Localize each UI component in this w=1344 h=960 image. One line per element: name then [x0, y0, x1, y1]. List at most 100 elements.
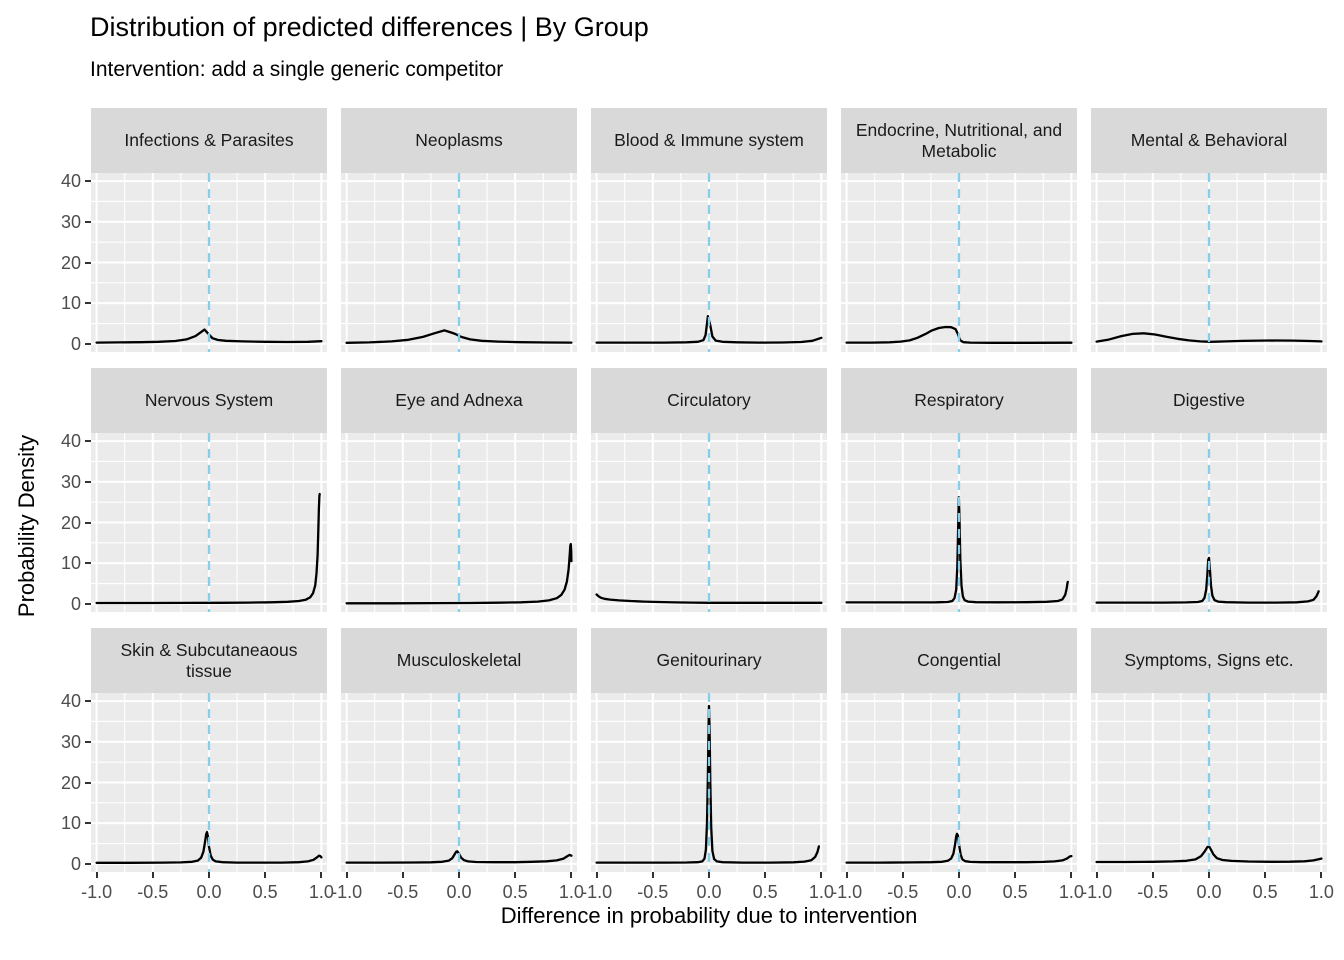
facet-strip: Infections & Parasites: [91, 108, 327, 173]
y-axis-tick-label: 0: [70, 853, 81, 874]
density-plot: [591, 173, 827, 352]
facet-strip-label: Genitourinary: [656, 650, 762, 670]
y-axis-tick-mark: [85, 180, 91, 183]
facet-strip-label: Congential: [917, 650, 1001, 670]
facet-strip: Eye and Adnexa: [341, 368, 577, 433]
facet-panel: [591, 693, 827, 872]
y-axis-tick-mark: [85, 480, 91, 483]
y-axis-tick-mark: [85, 781, 91, 784]
x-axis-tick-label: 0.0: [196, 882, 222, 902]
x-axis-tick-label: 0.0: [1196, 882, 1222, 902]
density-curve: [1095, 332, 1323, 343]
density-curve: [1095, 845, 1323, 864]
x-axis-tick-label: 0.5: [502, 882, 528, 902]
x-axis-tick-label: -0.5: [137, 882, 169, 902]
density-plot: [841, 433, 1077, 612]
density-curve: [95, 830, 323, 864]
density-plot: [91, 173, 327, 352]
density-plot: [591, 693, 827, 872]
x-axis-tick-mark: [901, 872, 904, 878]
x-axis-tick-label: 0.0: [946, 882, 972, 902]
facet-panel: [341, 693, 577, 872]
x-axis-tick-label: -0.5: [387, 882, 419, 902]
y-axis-tick-mark: [85, 302, 91, 305]
y-axis-tick-label: 30: [60, 471, 81, 492]
facet-panel: [341, 173, 577, 352]
facet-strip: Genitourinary: [591, 628, 827, 693]
facet-panel: [91, 693, 327, 872]
density-plot: [341, 173, 577, 352]
density-curve: [345, 850, 573, 864]
density-plot: [591, 433, 827, 612]
density-plot: [841, 173, 1077, 352]
density-curve: [845, 325, 1073, 344]
facet-panel: [91, 433, 327, 612]
density-curve: [595, 704, 821, 864]
x-axis-tick-mark: [708, 872, 710, 878]
y-axis-tick-mark: [85, 521, 91, 524]
x-axis-tick-label: 0.5: [1002, 882, 1028, 902]
x-axis-tick-label: -0.5: [1137, 882, 1169, 902]
x-axis-tick-mark: [595, 872, 598, 878]
facet-panel: [1091, 173, 1327, 352]
density-plot: [91, 433, 327, 612]
x-axis-tick-label: -1.0: [831, 882, 863, 902]
y-axis-tick-mark: [85, 602, 91, 605]
x-axis-tick-label: 1.0: [1058, 882, 1084, 902]
x-axis-tick-label: 0.5: [252, 882, 278, 902]
density-curve: [95, 328, 323, 344]
x-axis-tick-mark: [1264, 872, 1267, 878]
x-axis-tick-label: 1.0: [558, 882, 584, 902]
y-axis-tick-label: 10: [60, 293, 81, 314]
x-axis-tick-mark: [264, 872, 267, 878]
x-axis-title: Difference in probability due to interve…: [500, 903, 918, 928]
facet-strip: Endocrine, Nutritional, and Metabolic: [841, 108, 1077, 173]
y-axis-tick-mark: [85, 700, 91, 703]
density-plot: [341, 693, 577, 872]
facet-panel: [1091, 693, 1327, 872]
x-axis-tick-mark: [1070, 872, 1073, 878]
facet-panel: [341, 433, 577, 612]
x-axis-tick-label: -1.0: [331, 882, 363, 902]
facet-strip-label: Mental & Behavioral: [1130, 130, 1288, 150]
y-axis-tick-label: 40: [60, 431, 81, 452]
facet-strip-label: Respiratory: [914, 390, 1004, 410]
y-axis-tick-mark: [85, 261, 91, 264]
facet-strip-label: Neoplasms: [415, 130, 503, 150]
x-axis-tick-mark: [1151, 872, 1154, 878]
facet-strip-label: Nervous System: [144, 390, 274, 410]
facet-panel: [841, 433, 1077, 612]
x-axis-tick-mark: [1320, 872, 1323, 878]
facet-panel: [591, 433, 827, 612]
facet-panel: [841, 693, 1077, 872]
facet-panel: [1091, 433, 1327, 612]
density-plot: [1091, 173, 1327, 352]
x-axis-tick-label: 0.0: [446, 882, 472, 902]
density-plot: [1091, 433, 1327, 612]
facet-strip-label: Eye and Adnexa: [395, 390, 523, 410]
x-axis-tick-label: 1.0: [308, 882, 334, 902]
y-axis-tick-label: 40: [60, 171, 81, 192]
y-axis-tick-mark: [85, 562, 91, 565]
y-axis-tick-mark: [85, 862, 91, 865]
x-axis-tick-mark: [570, 872, 573, 878]
facet-strip: Congential: [841, 628, 1077, 693]
density-curve: [595, 593, 823, 604]
facet-strip-label: Infections & Parasites: [124, 130, 294, 150]
y-axis-tick-mark: [85, 342, 91, 345]
y-axis-tick-label: 20: [60, 252, 81, 273]
facet-strip-label: Circulatory: [667, 390, 751, 410]
x-axis-tick-label: -0.5: [887, 882, 919, 902]
facet-strip-label: Digestive: [1173, 390, 1245, 410]
y-axis-tick-mark: [85, 740, 91, 743]
facet-strip-label: Symptoms, Signs etc.: [1124, 650, 1294, 670]
density-curve: [345, 542, 573, 605]
facet-panel: [591, 173, 827, 352]
x-axis-tick-label: -1.0: [81, 882, 113, 902]
facet-strip-label: Endocrine, Nutritional, and Metabolic: [855, 119, 1063, 161]
x-axis-tick-mark: [1014, 872, 1017, 878]
y-axis-tick-mark: [85, 822, 91, 825]
y-axis-title: Probability Density: [14, 434, 39, 618]
facet-strip: Neoplasms: [341, 108, 577, 173]
